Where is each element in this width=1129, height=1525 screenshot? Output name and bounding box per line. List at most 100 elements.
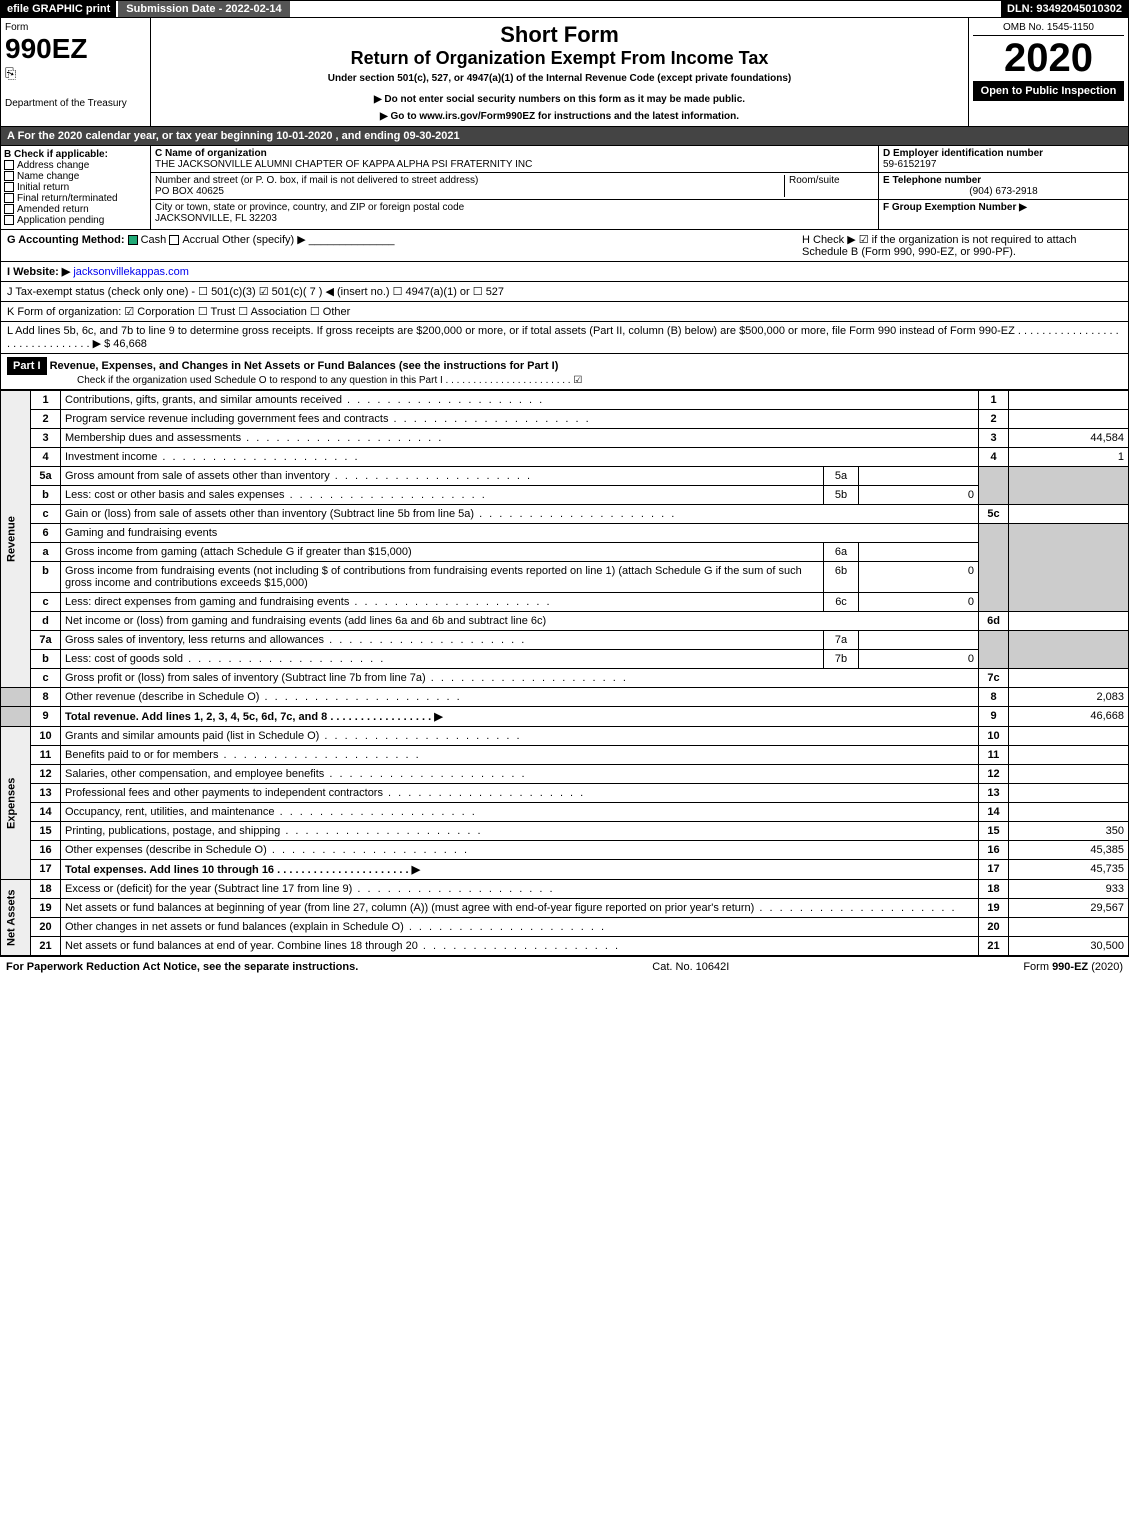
line-7b-desc: Less: cost of goods sold bbox=[61, 650, 824, 669]
line-17-num: 17 bbox=[31, 860, 61, 880]
part-i-title: Revenue, Expenses, and Changes in Net As… bbox=[50, 360, 559, 372]
line-16-ln: 16 bbox=[979, 841, 1009, 860]
line-6c-num: c bbox=[31, 593, 61, 612]
omb-number: OMB No. 1545-1150 bbox=[973, 22, 1124, 36]
form-title: Return of Organization Exempt From Incom… bbox=[155, 48, 964, 69]
c-name-label: C Name of organization bbox=[155, 148, 874, 159]
line-20-amt bbox=[1009, 918, 1129, 937]
street-label: Number and street (or P. O. box, if mail… bbox=[155, 175, 784, 186]
line-9-amt: 46,668 bbox=[1009, 707, 1129, 727]
section-bcdef: B Check if applicable: Address change Na… bbox=[0, 146, 1129, 230]
goto-link[interactable]: ▶ Go to www.irs.gov/Form990EZ for instru… bbox=[155, 111, 964, 122]
line-20-ln: 20 bbox=[979, 918, 1009, 937]
line-7a-mb: 7a bbox=[824, 631, 859, 650]
line-6a-num: a bbox=[31, 543, 61, 562]
netassets-side-label: Net Assets bbox=[1, 880, 31, 956]
org-name: THE JACKSONVILLE ALUMNI CHAPTER OF KAPPA… bbox=[155, 159, 874, 170]
line-4-ln: 4 bbox=[979, 448, 1009, 467]
line-9-ln: 9 bbox=[979, 707, 1009, 727]
dln-label: DLN: 93492045010302 bbox=[1001, 1, 1128, 17]
line-18-amt: 933 bbox=[1009, 880, 1129, 899]
cb-accrual[interactable]: Accrual bbox=[169, 234, 219, 246]
line-7a-desc: Gross sales of inventory, less returns a… bbox=[61, 631, 824, 650]
line-8-amt: 2,083 bbox=[1009, 688, 1129, 707]
cb-cash[interactable]: Cash bbox=[128, 234, 167, 246]
cb-address-change[interactable]: Address change bbox=[4, 160, 147, 171]
revenue-side-label: Revenue bbox=[1, 391, 31, 688]
part-i-label: Part I bbox=[7, 357, 47, 375]
tax-year: 2020 bbox=[973, 36, 1124, 81]
row-gh: G Accounting Method: Cash Accrual Other … bbox=[0, 230, 1129, 262]
cb-app-pending[interactable]: Application pending bbox=[4, 215, 147, 226]
line-3-desc: Membership dues and assessments bbox=[61, 429, 979, 448]
row-j: J Tax-exempt status (check only one) - ☐… bbox=[0, 282, 1129, 302]
line-10-ln: 10 bbox=[979, 727, 1009, 746]
g-other[interactable]: Other (specify) ▶ bbox=[222, 234, 306, 246]
line-21-ln: 21 bbox=[979, 937, 1009, 956]
form-number: 990EZ bbox=[5, 33, 146, 65]
line-8-ln: 8 bbox=[979, 688, 1009, 707]
h-check: H Check ▶ ☑ if the organization is not r… bbox=[802, 233, 1122, 258]
line-15-ln: 15 bbox=[979, 822, 1009, 841]
line-18-num: 18 bbox=[31, 880, 61, 899]
form-header: Form 990EZ ⎘ Department of the Treasury … bbox=[0, 18, 1129, 127]
row-l: L Add lines 5b, 6c, and 7b to line 9 to … bbox=[0, 322, 1129, 354]
form-word: Form bbox=[5, 22, 146, 33]
line-20-desc: Other changes in net assets or fund bala… bbox=[61, 918, 979, 937]
line-3-ln: 3 bbox=[979, 429, 1009, 448]
line-1-amt bbox=[1009, 391, 1129, 410]
cb-final-return[interactable]: Final return/terminated bbox=[4, 193, 147, 204]
line-6d-num: d bbox=[31, 612, 61, 631]
line-2-ln: 2 bbox=[979, 410, 1009, 429]
line-5a-mv bbox=[859, 467, 979, 486]
b-label: B Check if applicable: bbox=[4, 149, 147, 160]
line-6b-desc: Gross income from fundraising events (no… bbox=[61, 562, 824, 593]
line-7a-num: 7a bbox=[31, 631, 61, 650]
ein-value: 59-6152197 bbox=[883, 159, 1124, 170]
line-7b-num: b bbox=[31, 650, 61, 669]
g-label: G Accounting Method: bbox=[7, 234, 125, 246]
line-7c-amt bbox=[1009, 669, 1129, 688]
part-i-check: Check if the organization used Schedule … bbox=[77, 375, 1122, 386]
line-21-num: 21 bbox=[31, 937, 61, 956]
open-to-public: Open to Public Inspection bbox=[973, 81, 1124, 101]
gross-receipts: $ 46,668 bbox=[104, 338, 147, 350]
efile-label[interactable]: efile GRAPHIC print bbox=[1, 1, 116, 17]
line-17-desc: Total expenses. Add lines 10 through 16 … bbox=[61, 860, 979, 880]
line-2-amt bbox=[1009, 410, 1129, 429]
line-12-ln: 12 bbox=[979, 765, 1009, 784]
line-6c-mv: 0 bbox=[859, 593, 979, 612]
website-link[interactable]: jacksonvillekappas.com bbox=[73, 266, 189, 278]
line-6-desc: Gaming and fundraising events bbox=[61, 524, 979, 543]
line-5a-desc: Gross amount from sale of assets other t… bbox=[61, 467, 824, 486]
line-6a-mv bbox=[859, 543, 979, 562]
line-6c-mb: 6c bbox=[824, 593, 859, 612]
footer-cat: Cat. No. 10642I bbox=[652, 961, 729, 973]
line-19-num: 19 bbox=[31, 899, 61, 918]
city-value: JACKSONVILLE, FL 32203 bbox=[155, 213, 874, 224]
line-11-desc: Benefits paid to or for members bbox=[61, 746, 979, 765]
cb-initial-return[interactable]: Initial return bbox=[4, 182, 147, 193]
top-bar: efile GRAPHIC print Submission Date - 20… bbox=[0, 0, 1129, 18]
line-4-amt: 1 bbox=[1009, 448, 1129, 467]
line-10-num: 10 bbox=[31, 727, 61, 746]
line-5b-num: b bbox=[31, 486, 61, 505]
line-12-desc: Salaries, other compensation, and employ… bbox=[61, 765, 979, 784]
line-13-amt bbox=[1009, 784, 1129, 803]
city-label: City or town, state or province, country… bbox=[155, 202, 874, 213]
street-value: PO BOX 40625 bbox=[155, 186, 784, 197]
line-4-desc: Investment income bbox=[61, 448, 979, 467]
line-13-desc: Professional fees and other payments to … bbox=[61, 784, 979, 803]
row-i: I Website: ▶ jacksonvillekappas.com bbox=[0, 262, 1129, 282]
line-6b-mv: 0 bbox=[859, 562, 979, 593]
footer-left: For Paperwork Reduction Act Notice, see … bbox=[6, 961, 358, 973]
cb-amended[interactable]: Amended return bbox=[4, 204, 147, 215]
line-16-amt: 45,385 bbox=[1009, 841, 1129, 860]
room-label: Room/suite bbox=[789, 175, 874, 186]
group-exemption-label: F Group Exemption Number ▶ bbox=[883, 202, 1124, 213]
line-11-num: 11 bbox=[31, 746, 61, 765]
cb-name-change[interactable]: Name change bbox=[4, 171, 147, 182]
line-14-ln: 14 bbox=[979, 803, 1009, 822]
line-19-desc: Net assets or fund balances at beginning… bbox=[61, 899, 979, 918]
line-11-amt bbox=[1009, 746, 1129, 765]
